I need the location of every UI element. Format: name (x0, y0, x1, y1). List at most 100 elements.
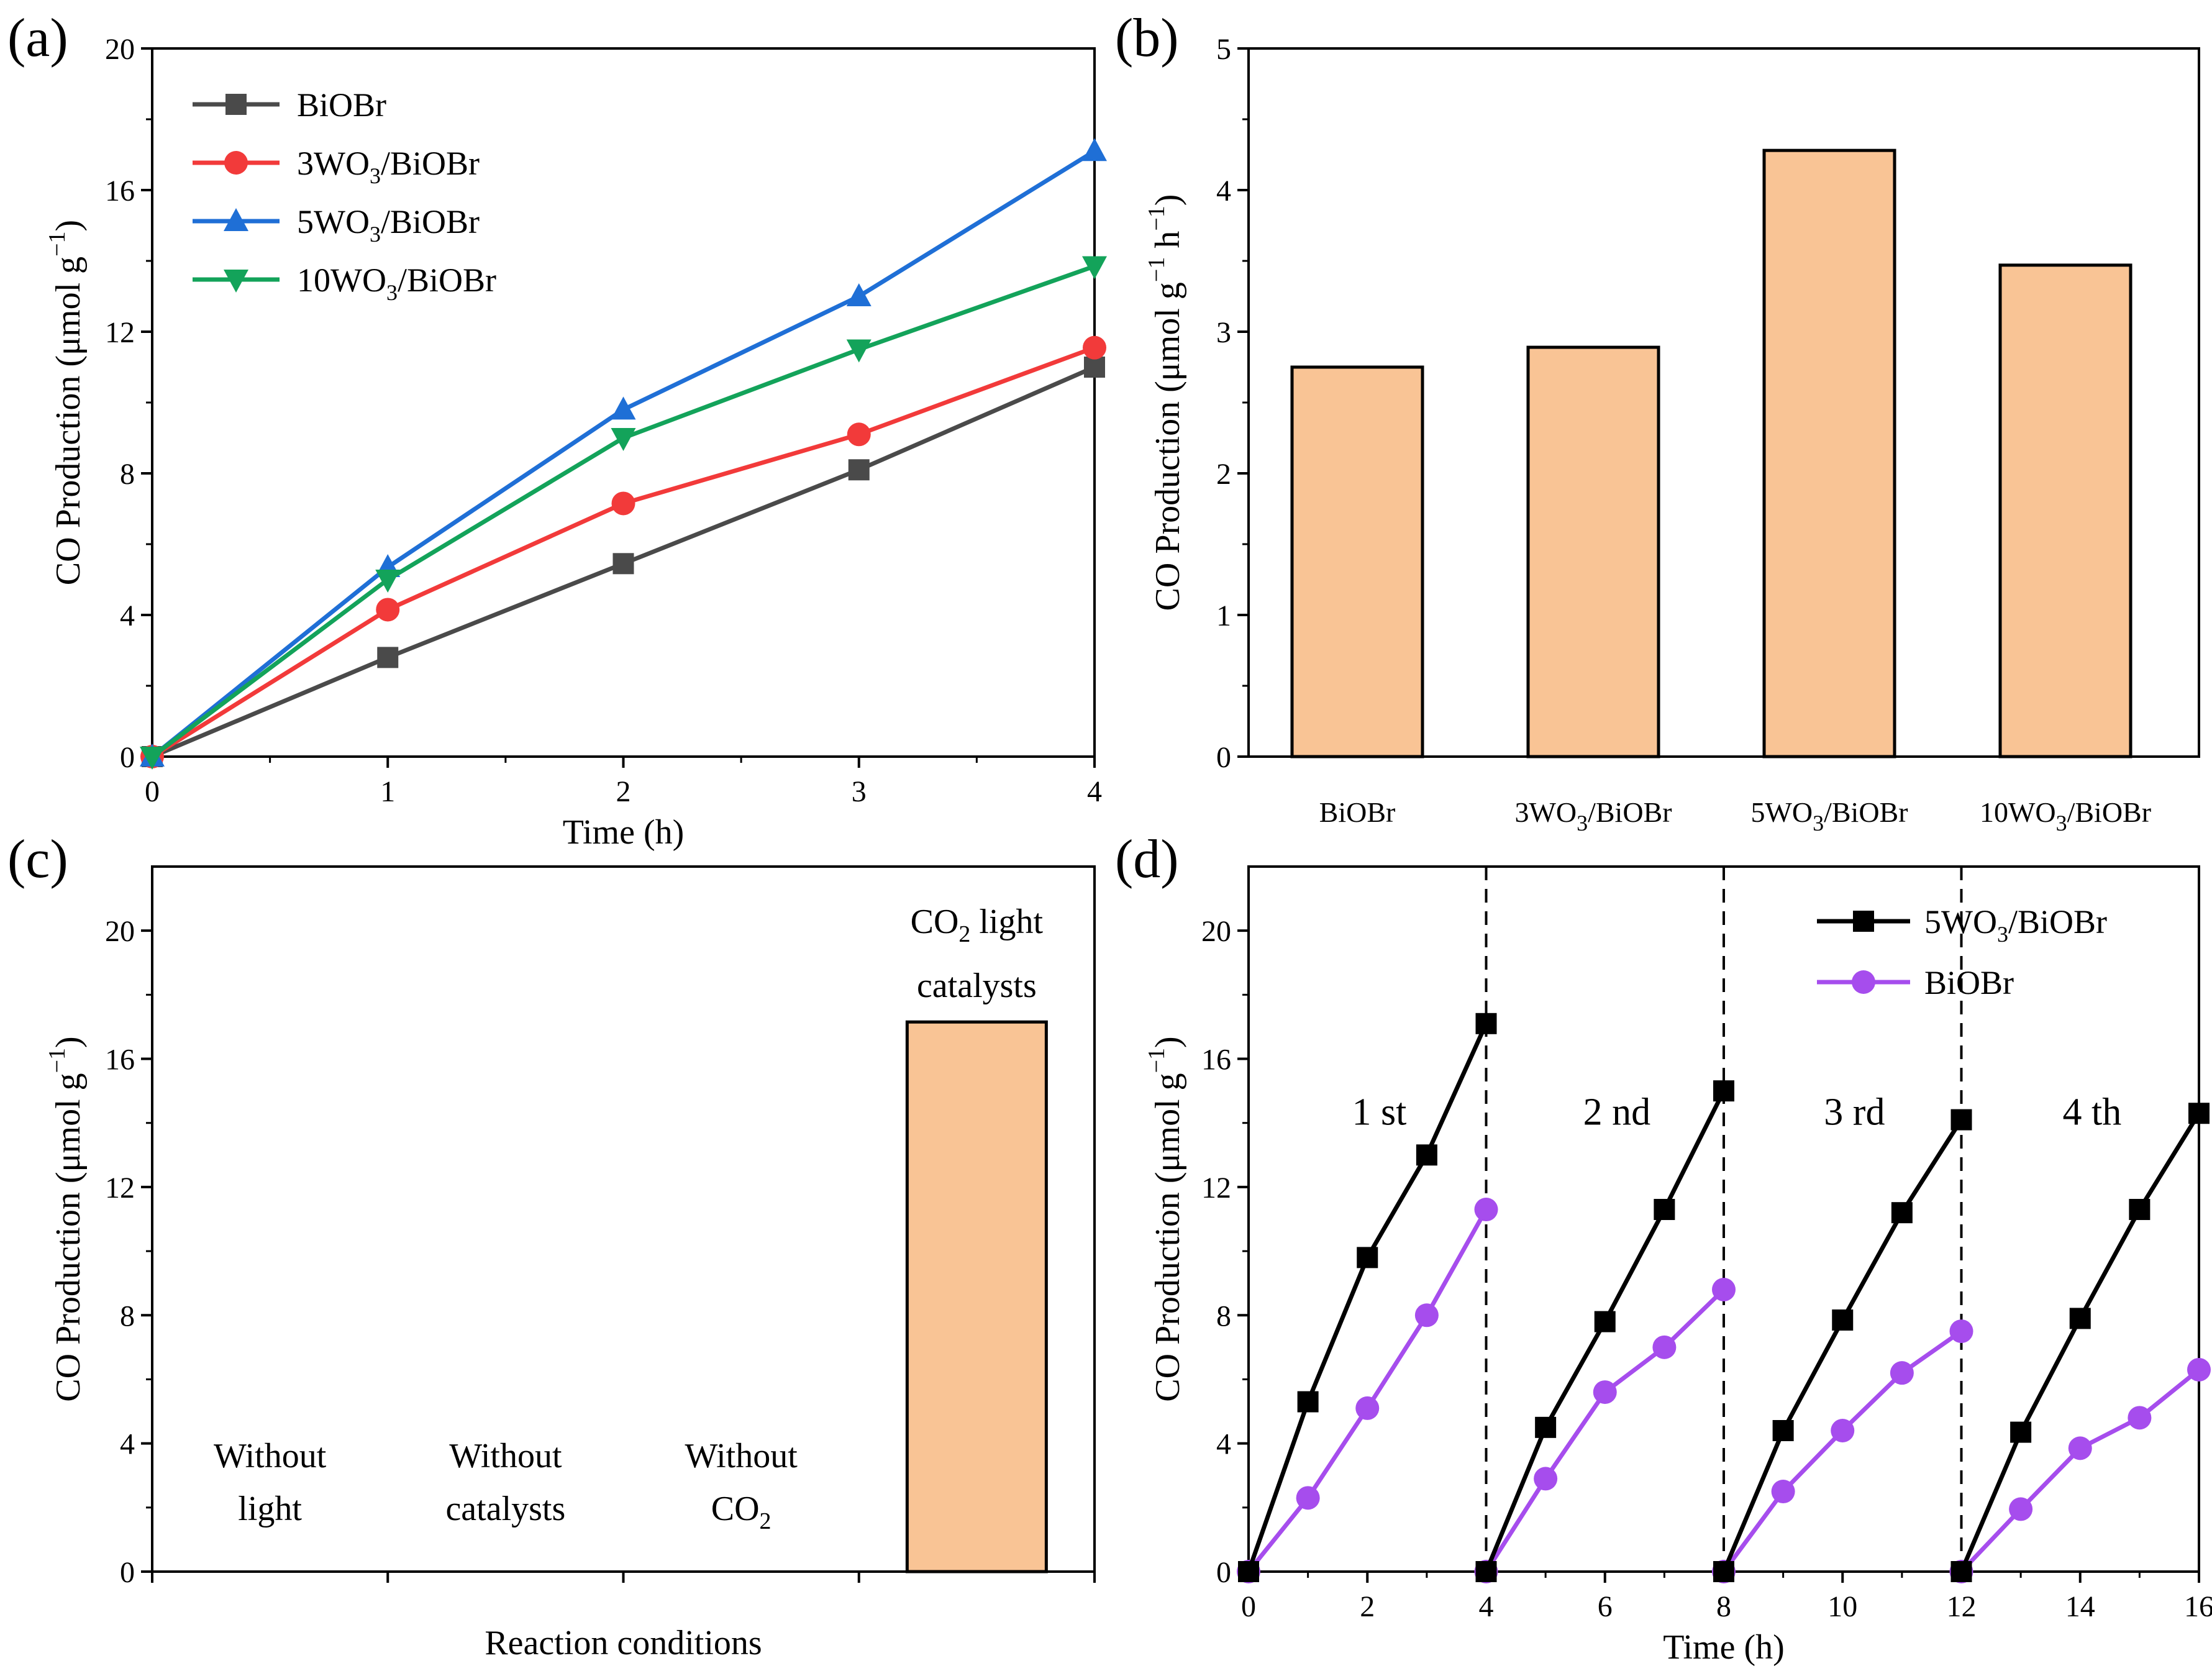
d-series-line-1-cycle-3 (1959, 1368, 2201, 1573)
d-data-point (1890, 1361, 1914, 1385)
d-data-point (1593, 1380, 1617, 1405)
b-y-tick-label: 1 (1216, 599, 1231, 632)
a-legend-label: 10WO3/BiOBr (297, 262, 496, 305)
d-cycle-label: 1 st (1352, 1091, 1406, 1133)
b-category-label-part: /BiOBr (1824, 796, 1908, 828)
d-data-point (2068, 1436, 2092, 1460)
d-data-point (1594, 1311, 1616, 1332)
c-bar-label-part: CO (911, 903, 959, 941)
d-cycle-label: 2 nd (1583, 1091, 1651, 1133)
d-data-point (1891, 1202, 1913, 1224)
b-category-label-part: 10WO (1980, 796, 2056, 828)
c-condition-label: Without (449, 1437, 562, 1475)
c-condition-label: light (238, 1490, 302, 1528)
c-bar-label-sub: 2 (958, 921, 970, 947)
c-bar-label-part: light (970, 903, 1043, 941)
d-series-line-0-cycle-3 (1959, 1112, 2201, 1573)
d-data-point (1713, 1080, 1734, 1102)
a-legend-marker (225, 94, 247, 115)
b-bar (1290, 365, 1424, 758)
c-condition-label: Without (685, 1437, 798, 1475)
d-data-point (1712, 1278, 1736, 1301)
a-legend-label-part: 3WO (297, 145, 370, 182)
d-data-point (1416, 1144, 1437, 1166)
a-legend-label-sub: 3 (386, 280, 398, 305)
c-condition-label: CO2 (711, 1490, 771, 1534)
c-condition-label-part: CO (711, 1490, 760, 1528)
b-y-tick-label: 5 (1216, 33, 1231, 66)
a-x-tick-label: 1 (380, 775, 395, 808)
a-x-tick-label: 2 (616, 775, 631, 808)
d-data-point (2009, 1497, 2033, 1521)
d-x-tick-label: 12 (1947, 1590, 1977, 1623)
d-data-point (1296, 1486, 1320, 1510)
a-x-tick-label: 0 (145, 775, 160, 808)
d-data-point (1355, 1396, 1380, 1420)
b-bar (1762, 148, 1896, 758)
d-y-tick-label: 0 (1216, 1556, 1231, 1589)
b-y-tick-label: 2 (1216, 458, 1231, 491)
b-category-label-part: /BiOBr (1588, 796, 1672, 828)
d-y-tick-label: 8 (1216, 1300, 1231, 1332)
d-x-tick-label: 6 (1598, 1590, 1613, 1623)
a-y-axis-title: CO Production (μmol g−1) (44, 220, 88, 585)
a-legend-label-part: /BiOBr (381, 203, 480, 240)
d-data-point (1772, 1420, 1794, 1441)
d-series-line-1-cycle-2 (1722, 1329, 1963, 1573)
a-legend-label-sub: 3 (370, 163, 381, 188)
d-data-point (1654, 1199, 1675, 1221)
d-x-tick-label: 4 (1479, 1590, 1494, 1623)
a-y-tick-label: 20 (105, 33, 135, 66)
b-y-axis-title-end: ) (1149, 194, 1187, 206)
c-bar-label: CO2 light (911, 903, 1044, 947)
b-y-axis-title-mid: h (1149, 231, 1187, 257)
a-data-point (612, 553, 634, 575)
d-legend-label: BiOBr (1924, 964, 2014, 1001)
d-x-tick-label: 10 (1827, 1590, 1857, 1623)
a-data-point (611, 491, 635, 516)
d-cycle-label: 3 rd (1824, 1091, 1885, 1133)
d-legend-label-part: BiOBr (1924, 964, 2014, 1001)
d-data-point (1771, 1480, 1795, 1504)
a-y-axis-title-main: CO Production (μmol g (49, 257, 88, 585)
a-data-point (846, 339, 872, 363)
c-y-tick-label: 20 (105, 915, 135, 948)
b-category-label-part: /BiOBr (2067, 796, 2151, 828)
d-data-point (1652, 1335, 1677, 1359)
d-y-axis-title-sup: −1 (1144, 1048, 1170, 1073)
a-data-point (846, 283, 872, 306)
a-data-point (847, 422, 871, 447)
d-data-point (1950, 1561, 1972, 1582)
c-y-tick-label: 4 (120, 1428, 135, 1461)
a-data-point (140, 747, 165, 770)
d-data-point (1831, 1419, 1855, 1442)
d-data-point (1238, 1561, 1259, 1582)
c-y-tick-label: 8 (120, 1300, 135, 1332)
b-category-label-part: 5WO (1750, 796, 1813, 828)
panel-label-c: (c) (7, 829, 68, 890)
d-y-tick-label: 12 (1201, 1172, 1231, 1204)
d-data-point (1475, 1013, 1497, 1034)
a-legend-label-part: 10WO (297, 262, 386, 299)
c-y-tick-label: 16 (105, 1044, 135, 1077)
b-category-label: 5WO3/BiOBr (1750, 796, 1908, 836)
a-y-tick-label: 12 (105, 316, 135, 349)
d-data-point (2010, 1421, 2032, 1443)
b-y-axis-title-sup: −1 (1144, 206, 1170, 230)
c-y-axis-title: CO Production (μmol g−1) (44, 1036, 88, 1401)
b-category-label: 3WO3/BiOBr (1514, 796, 1672, 836)
c-condition-label-part: catalysts (445, 1490, 565, 1528)
d-data-point (2069, 1308, 2091, 1329)
a-x-axis-title: Time (h) (563, 813, 685, 852)
d-x-tick-label: 2 (1360, 1590, 1375, 1623)
d-y-tick-label: 20 (1201, 915, 1231, 948)
d-y-tick-label: 16 (1201, 1044, 1231, 1077)
b-y-tick-label: 0 (1216, 741, 1231, 774)
c-condition-label: catalysts (445, 1490, 565, 1528)
d-data-point (1832, 1309, 1854, 1331)
c-condition-label-sub: 2 (760, 1508, 771, 1534)
c-y-tick-label: 0 (120, 1556, 135, 1589)
d-data-point (1297, 1391, 1319, 1413)
c-x-axis-title: Reaction conditions (485, 1624, 762, 1662)
